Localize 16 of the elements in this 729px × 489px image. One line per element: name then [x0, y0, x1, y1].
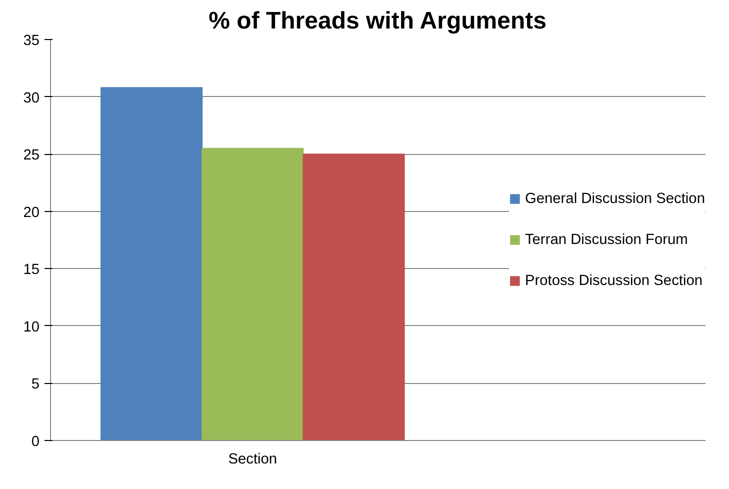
y-tick-label: 25 — [23, 148, 40, 164]
y-tick-label: 5 — [31, 376, 40, 393]
y-tick-label: 30 — [23, 90, 40, 106]
legend-label: Terran Discussion Forum — [524, 232, 688, 248]
y-tick-label: 0 — [31, 434, 40, 450]
y-tick-label: 10 — [23, 319, 40, 336]
y-tick-label: 15 — [23, 262, 40, 278]
y-tick-label: 35 — [23, 33, 40, 49]
chart-title: % of Threads with Arguments — [208, 8, 546, 34]
legend-label: Protoss Discussion Section — [524, 272, 703, 288]
y-tick-label: 20 — [23, 204, 40, 221]
bar — [202, 148, 304, 440]
legend-label: General Discussion Section — [524, 190, 705, 206]
x-tick-label: Section — [228, 452, 278, 468]
bar — [100, 87, 203, 440]
bar — [302, 154, 405, 440]
